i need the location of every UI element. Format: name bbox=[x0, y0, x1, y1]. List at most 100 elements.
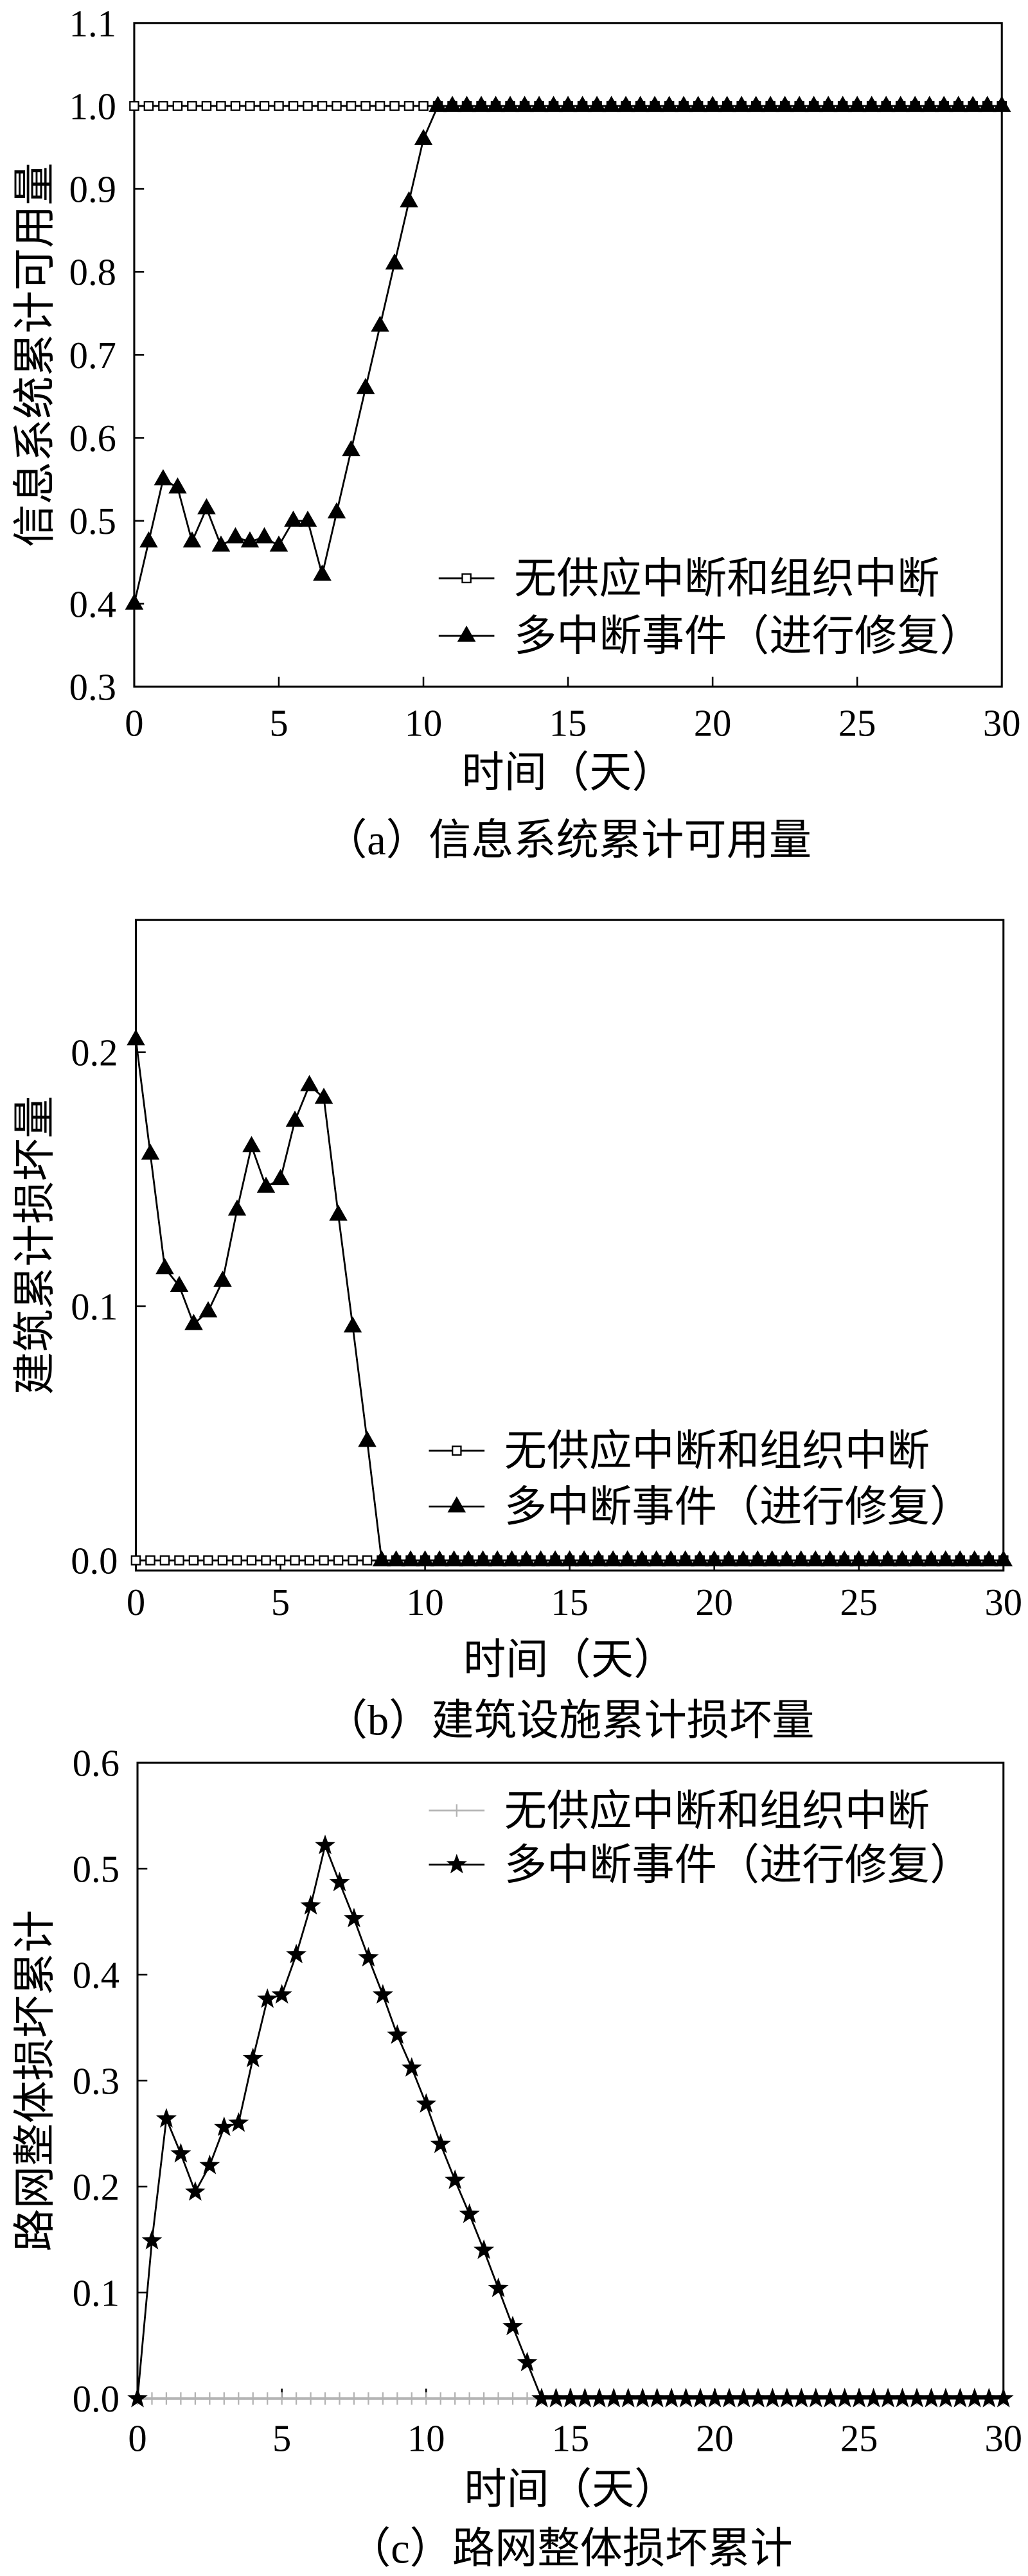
x-tick-label: 20 bbox=[696, 2418, 734, 2460]
series-2-point bbox=[544, 96, 563, 112]
series-2-point bbox=[430, 2133, 451, 2153]
series-1-point bbox=[174, 1555, 184, 1566]
x-tick-label: 0 bbox=[127, 1582, 145, 1623]
series-2-point bbox=[141, 1143, 160, 1160]
series-2-point bbox=[228, 2112, 249, 2132]
series-2-point bbox=[617, 2387, 639, 2408]
series-2-point bbox=[718, 96, 736, 112]
series-2-point bbox=[632, 1550, 651, 1567]
series-2-point bbox=[184, 2181, 206, 2201]
series-2-point bbox=[502, 2315, 524, 2336]
chart-a: 0.3 0.4 0.5 0.6 0.7 0.8 0.9 1.0 1.1 0 5 10 15 20 25 30 无… bbox=[12, 3, 1021, 864]
series-2-point bbox=[776, 2387, 797, 2408]
legend-marker bbox=[452, 1445, 462, 1456]
series-2-point bbox=[790, 96, 809, 112]
x-tick-label: 10 bbox=[406, 1582, 444, 1623]
series-1-point bbox=[145, 2392, 159, 2405]
series-2-point bbox=[690, 1550, 709, 1567]
series-2-point bbox=[184, 1314, 203, 1330]
series-2-point bbox=[170, 2142, 191, 2163]
series-1-point bbox=[492, 2392, 505, 2405]
series-1-point bbox=[290, 1555, 300, 1566]
series-2-point bbox=[199, 2155, 220, 2175]
series-2-point bbox=[675, 2387, 696, 2408]
x-tick-label: 15 bbox=[549, 703, 587, 745]
series-2-point bbox=[343, 1316, 362, 1333]
series-2-point bbox=[647, 1550, 666, 1567]
series-2-point bbox=[474, 1550, 492, 1567]
series-2-point bbox=[645, 96, 664, 112]
y-tick-label: 0.9 bbox=[69, 168, 116, 210]
series-2-point bbox=[603, 2387, 625, 2408]
series-2-point bbox=[515, 96, 534, 112]
series-2-point bbox=[761, 96, 780, 112]
series-2-point bbox=[587, 96, 607, 112]
series-2-point bbox=[734, 1550, 752, 1567]
legend-label: 无供应中断和组织中断 bbox=[504, 1788, 930, 1835]
series-2-point bbox=[849, 1550, 868, 1567]
y-tick-label: 0.1 bbox=[73, 2272, 120, 2314]
chart-b: 0.0 0.1 0.2 0 5 10 15 20 25 30 无供应中断和组织中断多中断事件（进行修… bbox=[12, 919, 1022, 1745]
x-axis-title: 时间（天） bbox=[463, 1637, 676, 1684]
series-2-point bbox=[965, 1550, 984, 1567]
series-2-line bbox=[135, 1039, 1004, 1562]
series-2-point bbox=[358, 1946, 379, 1967]
series-2-point bbox=[934, 96, 953, 112]
series-2-point bbox=[315, 1834, 336, 1855]
series-2-point bbox=[285, 1110, 305, 1127]
series-2-point bbox=[371, 315, 389, 332]
series-2-point bbox=[125, 593, 144, 610]
series-2-point bbox=[748, 1550, 767, 1567]
series-2-point bbox=[660, 96, 678, 112]
y-tick-label: 0.3 bbox=[73, 2060, 120, 2102]
series-1-point bbox=[477, 2392, 490, 2405]
series-2-point bbox=[182, 531, 202, 548]
x-tick-label: 10 bbox=[405, 703, 443, 745]
series-2-point bbox=[792, 1550, 810, 1567]
y-tick-label: 1.1 bbox=[69, 3, 116, 44]
series-2-point bbox=[211, 535, 231, 552]
series-1-point bbox=[145, 1555, 155, 1566]
series-2-point bbox=[284, 510, 303, 527]
series-1-point bbox=[317, 101, 328, 111]
series-2-point bbox=[560, 1550, 579, 1567]
series-2-point bbox=[574, 1550, 594, 1567]
series-2-point bbox=[690, 2387, 711, 2408]
series-2-point bbox=[240, 531, 260, 548]
series-1-point bbox=[174, 2392, 188, 2405]
series-1-point bbox=[319, 1555, 329, 1566]
series-2-point bbox=[993, 2387, 1014, 2408]
x-tick-label: 30 bbox=[984, 2418, 1022, 2460]
series-2-point bbox=[574, 2387, 596, 2408]
series-2-point bbox=[213, 2116, 235, 2137]
series-2-point bbox=[197, 498, 216, 515]
y-tick-label: 0.6 bbox=[69, 418, 116, 459]
figure-caption: （a）信息系统累计可用量 bbox=[324, 817, 811, 864]
series-2-point bbox=[632, 2387, 653, 2408]
series-1-point bbox=[247, 2392, 260, 2405]
series-2-point bbox=[921, 1550, 941, 1567]
series-2-point bbox=[416, 2093, 437, 2113]
series-1-point bbox=[290, 2392, 303, 2405]
series-2-point bbox=[703, 96, 722, 112]
y-tick-label: 0.8 bbox=[69, 252, 116, 294]
series-2-point bbox=[141, 2230, 163, 2250]
series-2-point bbox=[154, 469, 173, 486]
legend-marker bbox=[447, 1496, 466, 1513]
series-2-point bbox=[314, 1088, 333, 1104]
series-1-point bbox=[203, 1555, 213, 1566]
series-2-point bbox=[127, 2387, 148, 2408]
series-2-point bbox=[935, 2387, 956, 2408]
series-2-point bbox=[763, 1550, 781, 1567]
series-2-point bbox=[286, 1943, 307, 1964]
series-1-point bbox=[360, 101, 371, 111]
x-axis-title: 时间（天） bbox=[461, 750, 674, 797]
series-2-point bbox=[864, 1550, 883, 1567]
series-1-point bbox=[389, 101, 400, 111]
series-2-point bbox=[139, 531, 158, 548]
series-2-point bbox=[849, 2387, 870, 2408]
series-2-point bbox=[747, 96, 765, 112]
x-tick-label: 5 bbox=[272, 2418, 291, 2460]
series-2-point bbox=[602, 96, 621, 112]
series-1-point bbox=[304, 2392, 317, 2405]
